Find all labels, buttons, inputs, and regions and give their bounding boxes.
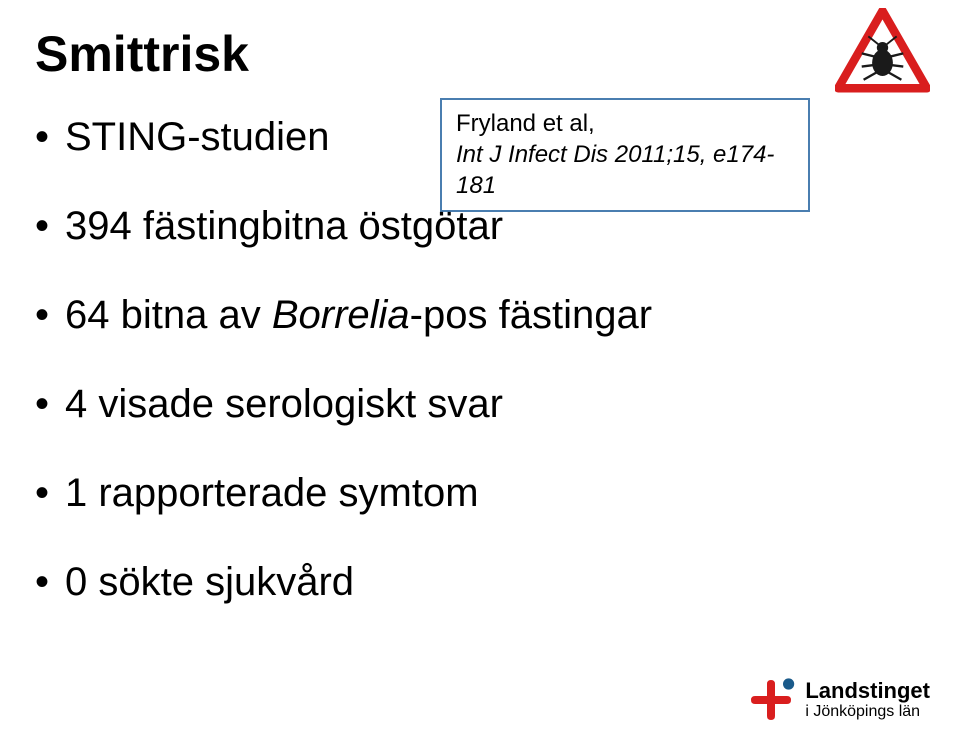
tick-warning-icon: [835, 8, 930, 93]
logo-cross-icon: [747, 676, 795, 724]
species-name: Borrelia: [272, 293, 410, 337]
slide: Smittrisk Fryland et al, Int J Infect Di…: [0, 0, 960, 749]
page-title: Smittrisk: [35, 25, 925, 83]
list-item: 394 fästingbitna östgötar: [35, 202, 925, 250]
logo-text: Landstinget i Jönköpings län: [805, 678, 930, 722]
list-item-text: 64 bitna av Borrelia-pos fästingar: [65, 293, 652, 337]
landstinget-logo: Landstinget i Jönköpings län: [747, 676, 930, 724]
list-item: 64 bitna av Borrelia-pos fästingar: [35, 291, 925, 339]
list-item: 1 rapporterade symtom: [35, 469, 925, 517]
list-item: 0 sökte sjukvård: [35, 558, 925, 606]
list-item: STING-studien: [35, 113, 925, 161]
list-item: 4 visade serologiskt svar: [35, 380, 925, 428]
logo-text-sub: i Jönköpings län: [805, 703, 930, 721]
logo-text-main: Landstinget: [805, 678, 930, 703]
